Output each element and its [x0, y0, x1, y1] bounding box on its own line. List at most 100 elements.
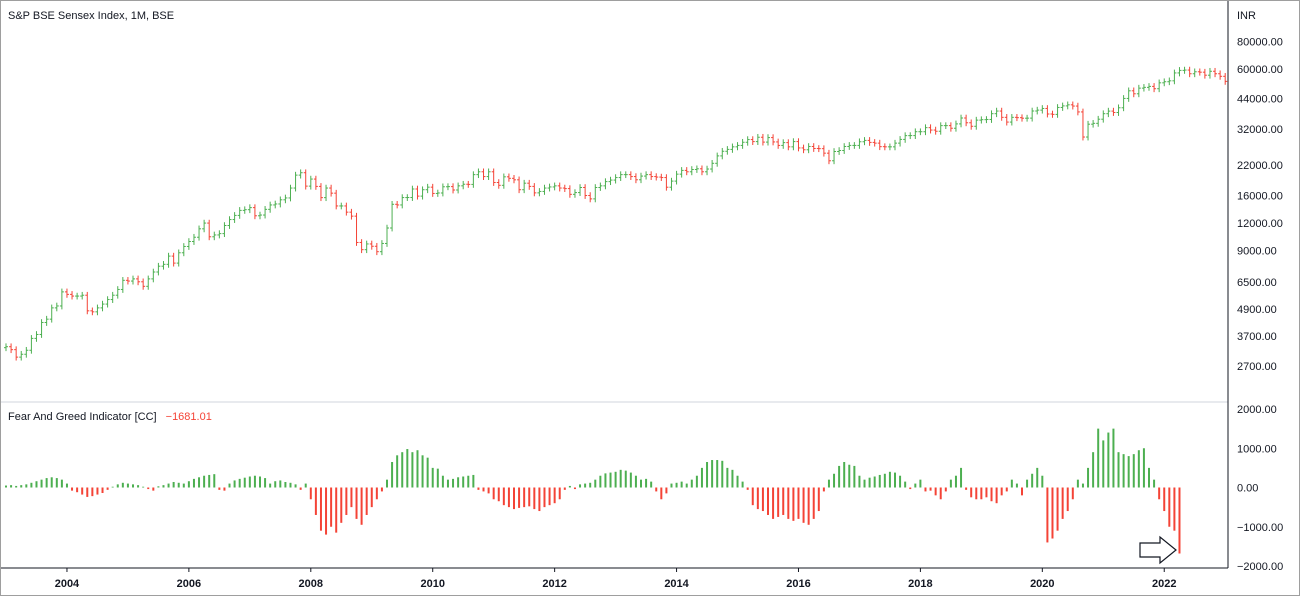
price-bar: [776, 138, 781, 149]
price-bar: [471, 171, 476, 188]
price-bar: [49, 304, 54, 323]
price-bar: [1126, 87, 1131, 102]
price-bar: [90, 307, 95, 316]
price-bar: [527, 179, 532, 190]
price-bar: [699, 165, 704, 176]
price-bar: [740, 138, 745, 149]
price-bar: [669, 177, 674, 191]
price-series: [4, 66, 1228, 361]
price-bar: [623, 171, 628, 179]
price-bar: [461, 180, 466, 190]
price-bar: [80, 291, 85, 300]
price-bar: [136, 275, 141, 286]
time-tick-label: 2006: [177, 578, 201, 590]
price-bar: [618, 171, 623, 181]
price-bar: [1055, 104, 1060, 118]
price-bar: [1111, 107, 1116, 116]
time-tick-label: 2014: [664, 578, 689, 590]
price-bar: [816, 145, 821, 153]
time-tick-label: 2016: [786, 578, 810, 590]
price-bar: [191, 233, 196, 245]
price-tick-label: 3700.00: [1237, 331, 1277, 343]
price-bar: [197, 225, 202, 241]
price-bar: [110, 291, 115, 303]
price-bar: [70, 291, 75, 300]
price-bar: [715, 152, 720, 167]
indicator-tick-label: −2000.00: [1237, 561, 1283, 573]
price-bar: [252, 204, 257, 220]
price-bar: [303, 169, 308, 190]
price-bar: [562, 184, 567, 193]
price-bar: [877, 139, 882, 151]
price-bar: [593, 184, 598, 203]
price-bar: [146, 275, 151, 290]
indicator-name: Fear And Greed Indicator [CC]: [8, 411, 157, 423]
chart-title: S&P BSE Sensex Index, 1M, BSE: [8, 10, 174, 22]
price-bar: [395, 200, 400, 209]
price-bar: [517, 176, 522, 194]
price-bar: [445, 183, 450, 191]
price-bar: [710, 160, 715, 173]
price-bar: [1218, 70, 1223, 80]
price-bar: [1004, 114, 1009, 126]
price-bar: [1060, 102, 1065, 111]
price-bar: [237, 207, 242, 219]
price-bar: [1050, 110, 1055, 118]
price-bar: [466, 180, 471, 188]
price-bar: [974, 116, 979, 130]
price-bar: [202, 219, 207, 233]
price-bar: [1009, 114, 1014, 126]
price-bar: [212, 231, 217, 241]
price-bar: [222, 222, 227, 238]
price-bar: [1086, 120, 1091, 141]
price-bar: [496, 179, 501, 189]
price-bar: [969, 119, 974, 130]
arrow-annotation: [1139, 535, 1177, 565]
price-bar: [537, 188, 542, 197]
price-bar: [247, 204, 252, 214]
price-bar: [385, 224, 389, 247]
price-bar: [476, 168, 481, 179]
price-bar: [176, 249, 181, 267]
price-bar: [938, 122, 943, 135]
price-bar: [1035, 106, 1040, 115]
price-bar: [953, 120, 958, 132]
price-bar: [557, 182, 562, 192]
price-bar: [842, 143, 847, 154]
indicator-series: [5, 428, 1181, 554]
price-bar: [181, 243, 186, 257]
price-bar: [588, 192, 593, 203]
time-tick-label: 2004: [55, 578, 80, 590]
price-bar: [288, 184, 293, 202]
price-bar: [633, 173, 638, 184]
price-bar: [730, 143, 735, 153]
price-bar: [14, 346, 19, 361]
price-bar: [344, 202, 349, 216]
price-bar: [1177, 67, 1182, 77]
price-bar: [522, 179, 527, 194]
price-bar: [263, 206, 268, 219]
price-bar: [491, 168, 496, 186]
price-bar: [374, 242, 379, 256]
price-bar: [141, 278, 146, 290]
price-bar: [131, 275, 135, 285]
price-bar: [410, 185, 415, 201]
price-bar: [151, 268, 156, 283]
price-bar: [598, 182, 603, 191]
price-bar: [745, 136, 750, 146]
price-bar: [75, 292, 80, 300]
price-tick-label: 6500.00: [1237, 277, 1277, 289]
indicator-tick-label: 0.00: [1237, 483, 1258, 495]
price-bar: [644, 171, 649, 180]
price-bar: [893, 139, 897, 151]
time-tick-label: 2008: [299, 578, 323, 590]
price-bar: [1106, 107, 1111, 118]
price-bar: [405, 194, 410, 201]
price-bar: [1014, 114, 1019, 122]
price-bar: [318, 183, 323, 202]
price-axis: 80000.00 60000.00 44000.00 32000.00 22000.00…: [1237, 36, 1283, 373]
price-bar: [435, 189, 440, 197]
price-bar: [979, 116, 984, 124]
price-bar: [1202, 68, 1207, 79]
price-bar: [1152, 83, 1157, 93]
